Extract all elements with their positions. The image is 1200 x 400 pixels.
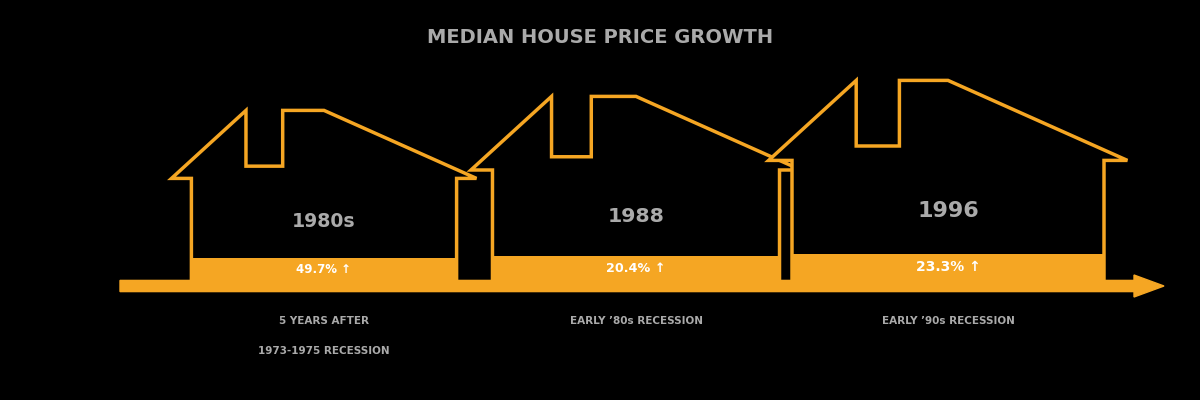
- Text: EARLY ’90s RECESSION: EARLY ’90s RECESSION: [882, 316, 1014, 326]
- Text: EARLY ’80s RECESSION: EARLY ’80s RECESSION: [570, 316, 702, 326]
- Text: 23.3% ↑: 23.3% ↑: [916, 260, 980, 274]
- Text: MEDIAN HOUSE PRICE GROWTH: MEDIAN HOUSE PRICE GROWTH: [427, 28, 773, 47]
- FancyArrow shape: [120, 275, 1164, 297]
- Text: 49.7% ↑: 49.7% ↑: [296, 263, 352, 276]
- Text: 20.4% ↑: 20.4% ↑: [606, 262, 666, 275]
- Polygon shape: [769, 80, 1128, 280]
- Bar: [192, 258, 457, 280]
- Polygon shape: [172, 110, 476, 280]
- Bar: [492, 256, 780, 280]
- Text: 1980s: 1980s: [292, 212, 356, 231]
- Bar: [792, 254, 1104, 280]
- Text: 1973-1975 RECESSION: 1973-1975 RECESSION: [258, 346, 390, 356]
- Polygon shape: [470, 96, 802, 280]
- Text: 1988: 1988: [607, 207, 665, 226]
- Text: 1996: 1996: [917, 201, 979, 221]
- Text: 5 YEARS AFTER: 5 YEARS AFTER: [278, 316, 370, 326]
